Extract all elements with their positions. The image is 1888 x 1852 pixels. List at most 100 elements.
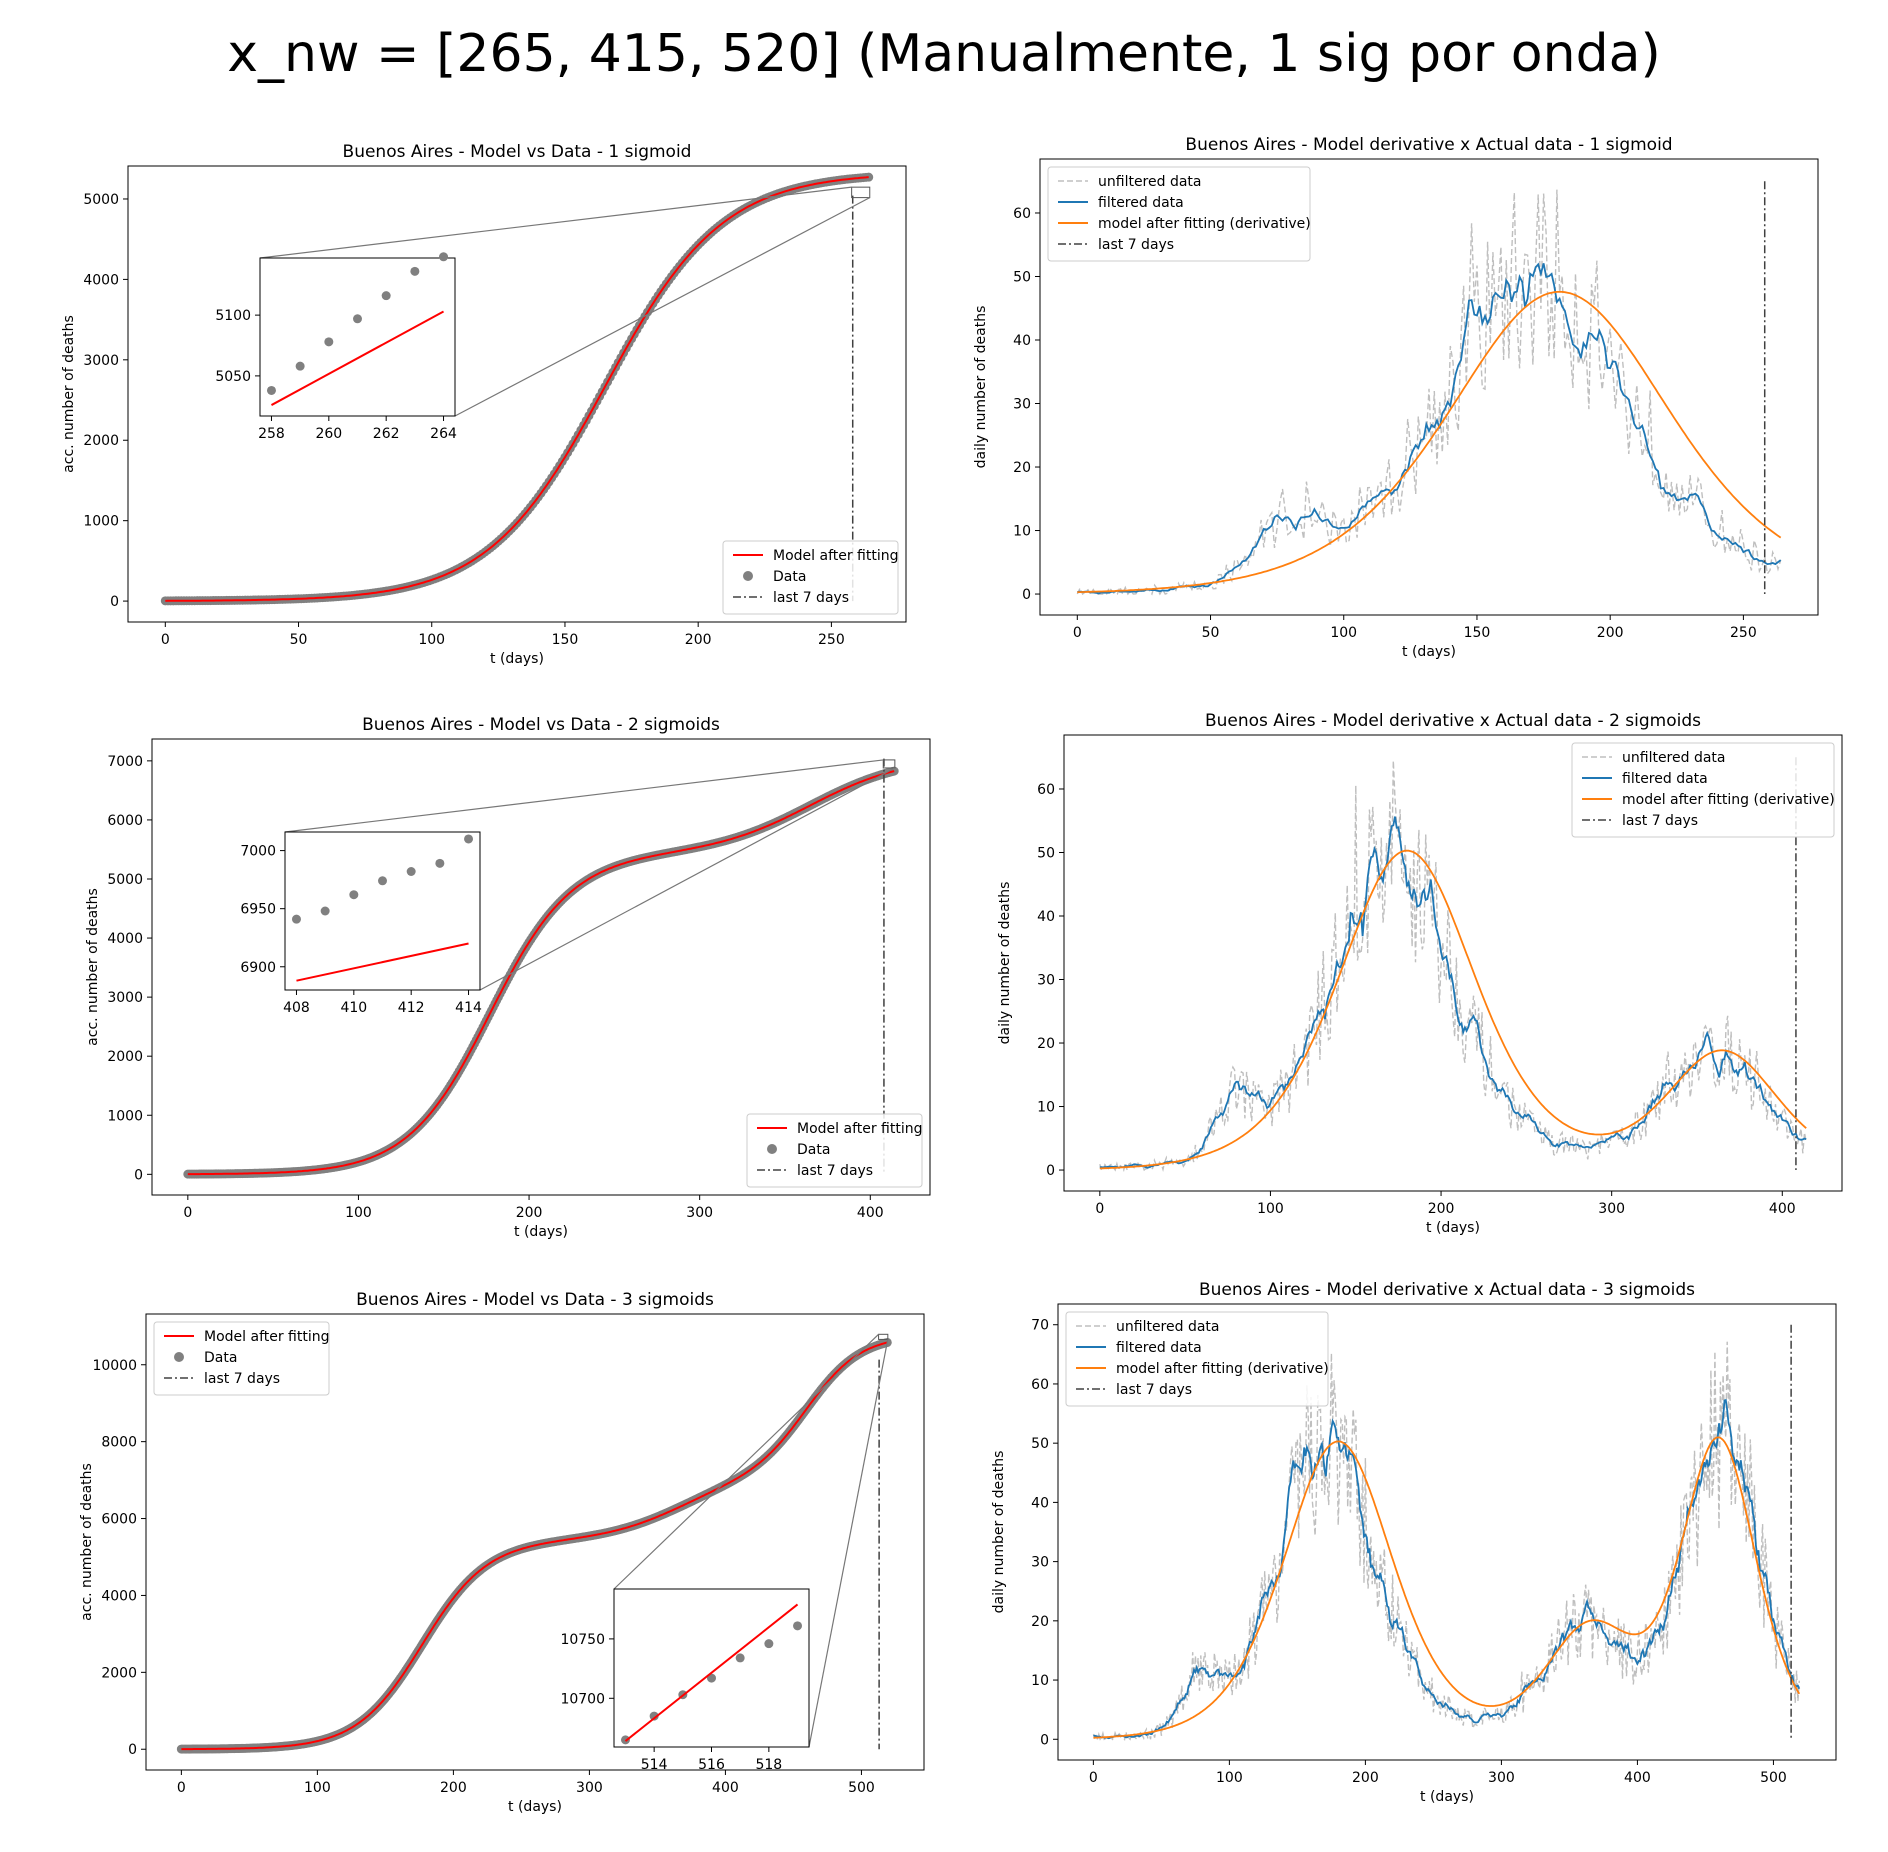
zoom-connector (479, 767, 896, 991)
legend-label: unfiltered data (1116, 1319, 1220, 1335)
inset-data-point (291, 914, 301, 924)
model-derivative-line (1077, 290, 1782, 594)
chart-cum2: Buenos Aires - Model vs Data - 2 sigmoid… (85, 715, 931, 1240)
chart-der2: Buenos Aires - Model derivative x Actual… (997, 711, 1843, 1236)
y-tick-label: 6000 (101, 1512, 137, 1528)
chart-title: Buenos Aires - Model derivative x Actual… (1205, 711, 1701, 731)
y-tick-label: 1000 (83, 514, 119, 530)
legend-label: last 7 days (1622, 813, 1698, 829)
x-tick-label: 200 (685, 632, 712, 648)
y-tick-label: 20 (1013, 460, 1031, 476)
inset-x-tick-label: 414 (455, 1000, 482, 1016)
y-tick-label: 5000 (107, 872, 143, 888)
inset-data-point (410, 266, 420, 276)
inset-x-tick-label: 514 (641, 1757, 668, 1773)
legend-label: Data (204, 1350, 237, 1366)
y-axis-label: daily number of deaths (997, 882, 1013, 1045)
inset-data-point (349, 890, 359, 900)
y-tick-label: 2000 (83, 433, 119, 449)
x-axis-label: t (days) (1420, 1789, 1474, 1805)
inset-model-line (624, 1603, 799, 1742)
y-tick-label: 50 (1013, 269, 1031, 285)
filtered-data-line (1099, 816, 1807, 1169)
chart-title: Buenos Aires - Model derivative x Actual… (1185, 135, 1672, 155)
legend-label: model after fitting (derivative) (1622, 792, 1835, 808)
chart-cum3: Buenos Aires - Model vs Data - 3 sigmoid… (79, 1290, 925, 1815)
model-line (187, 770, 895, 1176)
chart-title: Buenos Aires - Model derivative x Actual… (1199, 1280, 1695, 1300)
model-derivative-line (1093, 1436, 1801, 1739)
plot-area (160, 172, 874, 606)
x-tick-label: 300 (1488, 1770, 1515, 1786)
y-tick-label: 4000 (83, 272, 119, 288)
inset-x-tick-label: 518 (755, 1757, 782, 1773)
zoom-connector (454, 197, 871, 417)
model-line (181, 1341, 888, 1751)
model-line (165, 176, 869, 602)
inset-frame (284, 831, 481, 991)
legend: Model after fitting Data last 7 days (746, 1113, 923, 1188)
x-tick-label: 200 (1428, 1201, 1455, 1217)
inset-data-point (707, 1673, 716, 1683)
x-tick-label: 200 (1597, 625, 1624, 641)
y-tick-label: 10 (1031, 1673, 1049, 1689)
x-tick-label: 300 (1598, 1201, 1625, 1217)
legend-box (1047, 166, 1311, 262)
inset-y-tick-label: 7000 (240, 844, 276, 860)
inset-y-tick-label: 10750 (560, 1632, 605, 1648)
y-tick-label: 0 (1040, 1732, 1049, 1748)
y-tick-label: 0 (110, 594, 119, 610)
inset-data-point (295, 361, 305, 371)
x-tick-label: 500 (1760, 1770, 1787, 1786)
x-tick-label: 150 (552, 632, 579, 648)
inset-data-point (406, 867, 416, 876)
y-tick-label: 0 (1022, 587, 1031, 603)
legend-label: model after fitting (derivative) (1116, 1361, 1329, 1377)
y-tick-label: 40 (1037, 909, 1055, 925)
y-axis-label: acc. number of deaths (85, 888, 101, 1046)
axes-frame (1039, 158, 1819, 616)
y-tick-label: 70 (1031, 1318, 1049, 1334)
inset-y-tick-label: 5100 (215, 308, 251, 324)
inset-frame (259, 257, 456, 417)
inset-data-point (353, 314, 362, 324)
x-tick-label: 100 (1257, 1201, 1284, 1217)
y-axis-label: daily number of deaths (973, 306, 989, 469)
x-tick-label: 0 (183, 1205, 192, 1221)
x-tick-label: 200 (440, 1780, 467, 1796)
zoom-region-box (882, 759, 896, 769)
model-derivative-line (1099, 849, 1807, 1170)
inset-data-point (793, 1621, 803, 1631)
inset-y-tick-label: 10700 (560, 1691, 605, 1707)
inset-data-point (649, 1711, 659, 1721)
y-tick-label: 7000 (107, 754, 143, 770)
x-axis-label: t (days) (514, 1224, 568, 1240)
inset-model-line (270, 310, 445, 406)
inset-data-point (464, 834, 474, 844)
y-tick-label: 40 (1031, 1495, 1049, 1511)
inset-data-point (439, 252, 449, 262)
chart-title: Buenos Aires - Model vs Data - 1 sigmoid (343, 142, 692, 162)
inset-data-point (764, 1639, 774, 1649)
y-tick-label: 4000 (107, 931, 143, 947)
legend-label: unfiltered data (1622, 750, 1726, 766)
legend-label: Model after fitting (204, 1329, 330, 1345)
chart-der3: Buenos Aires - Model derivative x Actual… (991, 1280, 1837, 1805)
legend-label: filtered data (1116, 1340, 1202, 1356)
y-tick-label: 20 (1031, 1614, 1049, 1630)
y-tick-label: 3000 (83, 353, 119, 369)
legend: unfiltered data filtered data model after … (1065, 1311, 1329, 1407)
zoom-inset: 514 516 518 10700 10750 (560, 1588, 810, 1773)
inset-x-tick-label: 516 (698, 1757, 725, 1773)
x-tick-label: 250 (818, 632, 845, 648)
x-tick-label: 150 (1464, 625, 1491, 641)
x-tick-label: 100 (1330, 625, 1357, 641)
plot-area (1092, 1324, 1801, 1741)
x-tick-label: 400 (1769, 1201, 1796, 1217)
y-tick-label: 2000 (101, 1665, 137, 1681)
unfiltered-data-line (1092, 1341, 1800, 1741)
y-axis-label: acc. number of deaths (79, 1463, 95, 1621)
chart-der1: Buenos Aires - Model derivative x Actual… (973, 135, 1819, 660)
inset-x-tick-label: 264 (430, 426, 457, 442)
legend-data-swatch (743, 571, 753, 581)
